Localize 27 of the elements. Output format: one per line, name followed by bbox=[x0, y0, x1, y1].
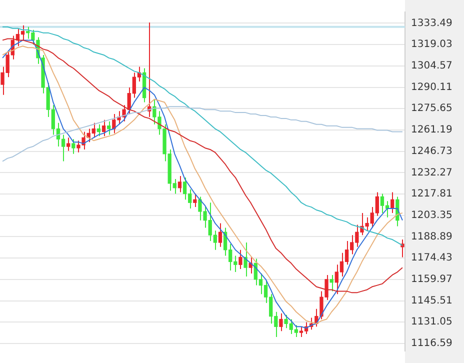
y-tick-label: 1188.89 bbox=[411, 231, 452, 242]
candlestick bbox=[66, 137, 70, 152]
candlestick bbox=[193, 193, 197, 208]
candlestick bbox=[72, 138, 76, 154]
y-tick-label: 1319.03 bbox=[411, 39, 452, 50]
candlestick bbox=[244, 242, 248, 277]
y-tick-label: 1203.35 bbox=[411, 210, 452, 221]
y-tick-label: 1159.97 bbox=[411, 274, 452, 286]
y-tick-label: 1145.51 bbox=[411, 295, 452, 306]
candlestick bbox=[218, 222, 222, 248]
y-tick-label: 1246.73 bbox=[411, 146, 452, 157]
candlestick bbox=[238, 249, 242, 270]
candlestick bbox=[102, 119, 106, 137]
y-tick-label: 1275.65 bbox=[411, 103, 452, 114]
candlestick bbox=[279, 312, 283, 332]
y-tick-label: 1131.05 bbox=[411, 316, 452, 328]
y-tick-label: 1232.27 bbox=[411, 167, 452, 178]
y-tick-label: 1304.57 bbox=[411, 60, 452, 72]
y-tick-label: 1333.49 bbox=[411, 18, 452, 29]
y-tick-label: 1217.81 bbox=[411, 188, 452, 200]
y-tick-label: 1116.59 bbox=[411, 338, 452, 350]
y-tick-label: 1290.11 bbox=[411, 82, 452, 93]
candlestick bbox=[330, 274, 334, 292]
y-tick-label: 1261.19 bbox=[411, 124, 452, 136]
candlestick bbox=[178, 176, 182, 193]
candlestick bbox=[107, 120, 111, 136]
y-tick-label: 1174.43 bbox=[411, 252, 452, 264]
